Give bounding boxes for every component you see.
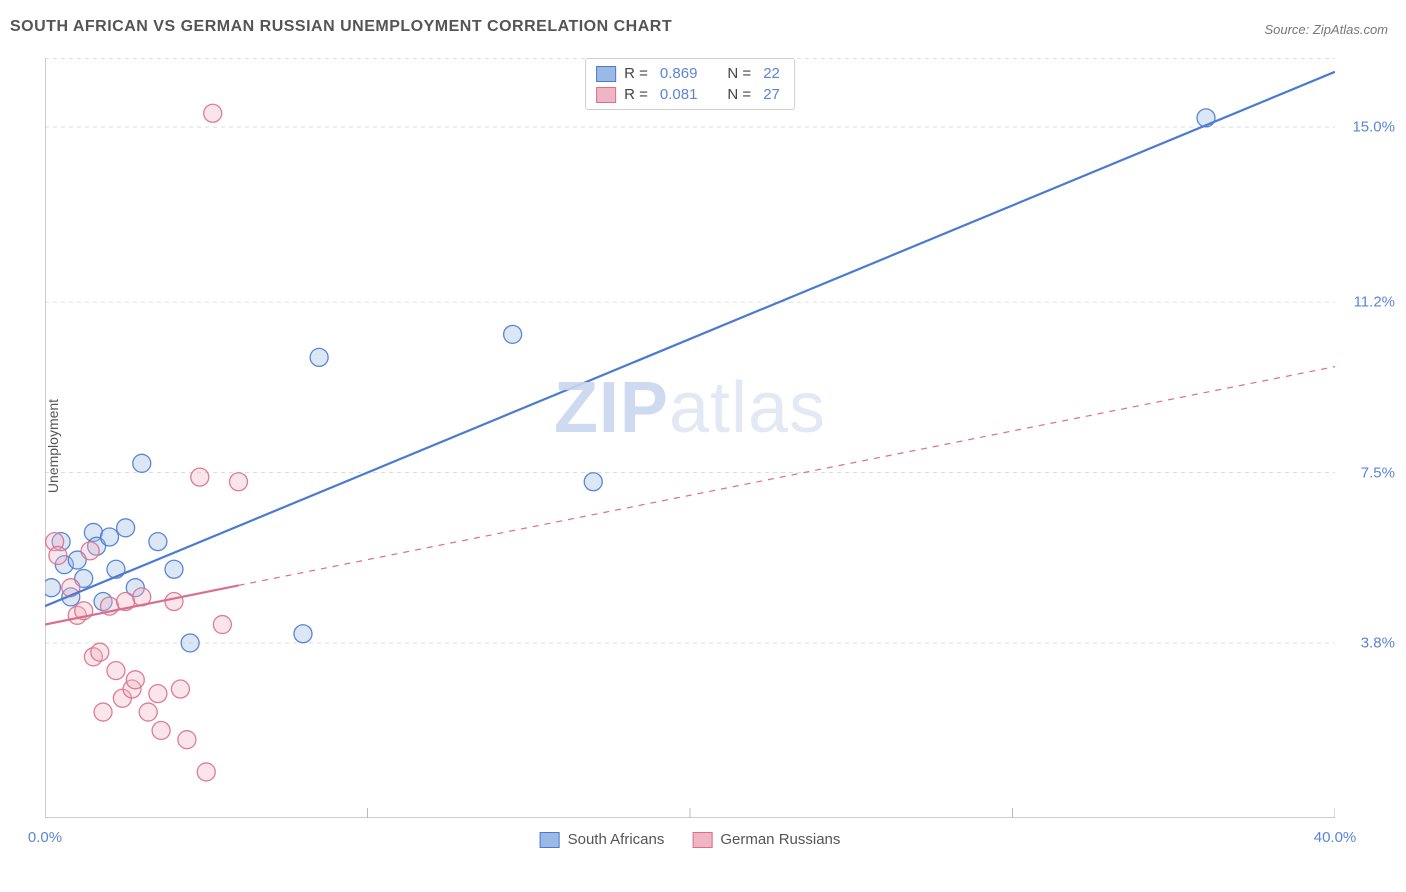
n-label: N = (727, 65, 751, 82)
legend-item: German Russians (692, 831, 840, 848)
chart-title: SOUTH AFRICAN VS GERMAN RUSSIAN UNEMPLOY… (10, 18, 672, 36)
legend-row: R = 0.869 N = 22 (596, 63, 784, 84)
n-label: N = (727, 86, 751, 103)
scatter-plot: ZIPatlas R = 0.869 N = 22 R = 0.081 N = … (45, 58, 1335, 818)
n-value: 27 (763, 86, 780, 103)
correlation-legend: R = 0.869 N = 22 R = 0.081 N = 27 (585, 58, 795, 110)
y-tick-label: 11.2% (1354, 294, 1395, 311)
r-label: R = (624, 65, 648, 82)
n-value: 22 (763, 65, 780, 82)
legend-swatch-icon (596, 87, 616, 103)
series-legend: South Africans German Russians (540, 831, 841, 848)
r-value: 0.081 (660, 86, 698, 103)
legend-label: South Africans (568, 831, 665, 848)
legend-item: South Africans (540, 831, 665, 848)
x-tick-label: 0.0% (28, 829, 62, 846)
plot-canvas (45, 58, 1335, 818)
legend-row: R = 0.081 N = 27 (596, 84, 784, 105)
y-tick-label: 3.8% (1361, 634, 1395, 651)
y-tick-label: 15.0% (1352, 119, 1395, 136)
legend-label: German Russians (720, 831, 840, 848)
legend-swatch-icon (596, 66, 616, 82)
r-value: 0.869 (660, 65, 698, 82)
legend-swatch-icon (692, 832, 712, 848)
x-tick-label: 40.0% (1314, 829, 1357, 846)
y-tick-label: 7.5% (1361, 464, 1395, 481)
r-label: R = (624, 86, 648, 103)
source-attribution: Source: ZipAtlas.com (1264, 22, 1388, 37)
legend-swatch-icon (540, 832, 560, 848)
